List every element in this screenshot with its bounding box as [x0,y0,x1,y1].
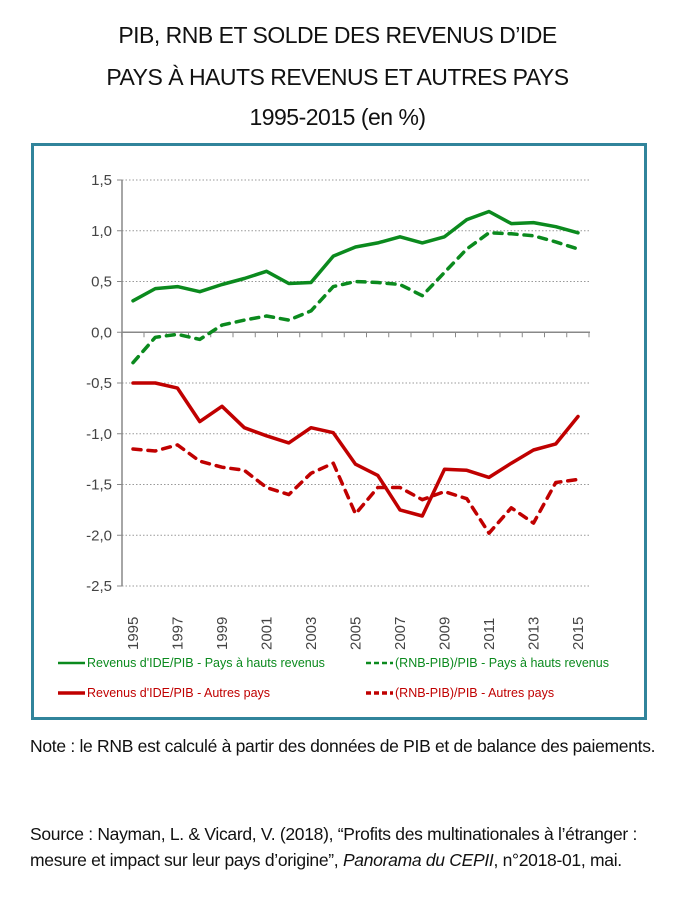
x-tick-label: 2005 [348,617,365,650]
y-tick-label: 0,5 [91,274,112,291]
y-tick-label: 1,5 [91,172,112,189]
y-tick-label: -1,0 [86,426,112,443]
x-tick-label: 1995 [125,617,142,650]
y-tick-label: -2,5 [86,578,112,595]
series-line-2 [131,381,580,518]
y-tick-label: -0,5 [86,375,112,392]
y-tick-label: -2,0 [86,527,112,544]
x-tick-label: 2015 [570,617,587,650]
x-tick-label: 1997 [170,617,187,650]
legend-label-3: (RNB-PIB)/PIB - Autres pays [395,686,554,700]
x-tick-label: 2013 [526,617,543,650]
series-line-3 [131,443,580,535]
source-suffix: , n°2018-01, mai. [493,850,622,870]
source-text: Source : Nayman, L. & Vicard, V. (2018),… [30,824,638,870]
chart-title-line3: 1995-2015 (en %) [249,104,426,130]
x-tick-label: 2009 [437,617,454,650]
x-tick-label: 2001 [259,617,276,650]
source-journal: Panorama du CEPII [342,850,494,870]
x-tick-label: 1999 [214,617,231,650]
chart-title-line2: PAYS À HAUTS REVENUS ET AUTRES PAYS [106,64,569,90]
legend-label-1: (RNB-PIB)/PIB - Pays à hauts revenus [395,656,609,670]
series-line-1 [131,231,580,365]
chart-frame [31,143,647,720]
x-tick-label: 2007 [392,617,409,650]
x-tick-label: 2003 [303,617,320,650]
chart-title-line1: PIB, RNB ET SOLDE DES REVENUS D’IDE [118,22,557,48]
series-line-0 [131,209,580,303]
y-tick-label: 1,0 [91,223,112,240]
x-tick-label: 2011 [481,618,498,650]
chart-source: Source : Nayman, L. & Vicard, V. (2018),… [30,821,660,873]
legend-label-0: Revenus d'IDE/PIB - Pays à hauts revenus [87,656,325,670]
chart-note: Note : le RNB est calculé à partir des d… [30,736,656,756]
y-tick-label: 0,0 [91,324,112,341]
y-tick-label: -1,5 [86,477,112,494]
legend-label-2: Revenus d'IDE/PIB - Autres pays [87,686,270,700]
